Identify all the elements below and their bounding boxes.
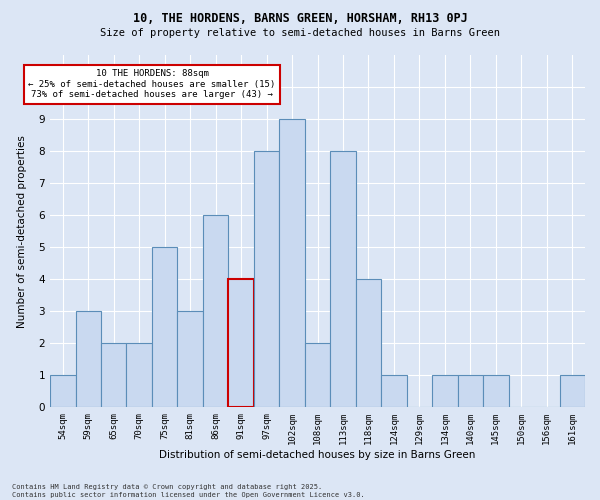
Bar [356,279,381,407]
Bar [305,344,330,407]
Bar [101,344,127,407]
Text: Size of property relative to semi-detached houses in Barns Green: Size of property relative to semi-detach… [100,28,500,38]
X-axis label: Distribution of semi-detached houses by size in Barns Green: Distribution of semi-detached houses by … [160,450,476,460]
Text: 10, THE HORDENS, BARNS GREEN, HORSHAM, RH13 0PJ: 10, THE HORDENS, BARNS GREEN, HORSHAM, R… [133,12,467,26]
Bar [127,344,152,407]
Bar [330,151,356,407]
Bar [50,376,76,408]
Bar [254,151,280,407]
Bar [280,119,305,408]
Bar [381,376,407,408]
Bar [152,247,178,408]
Bar [178,311,203,408]
Bar [560,376,585,408]
Bar [458,376,483,408]
Y-axis label: Number of semi-detached properties: Number of semi-detached properties [17,134,26,328]
Bar [76,311,101,408]
Text: 10 THE HORDENS: 88sqm
← 25% of semi-detached houses are smaller (15)
73% of semi: 10 THE HORDENS: 88sqm ← 25% of semi-deta… [28,70,275,99]
Bar [483,376,509,408]
Text: Contains HM Land Registry data © Crown copyright and database right 2025.
Contai: Contains HM Land Registry data © Crown c… [12,484,365,498]
Bar [432,376,458,408]
Bar [229,279,254,407]
Bar [203,215,229,408]
